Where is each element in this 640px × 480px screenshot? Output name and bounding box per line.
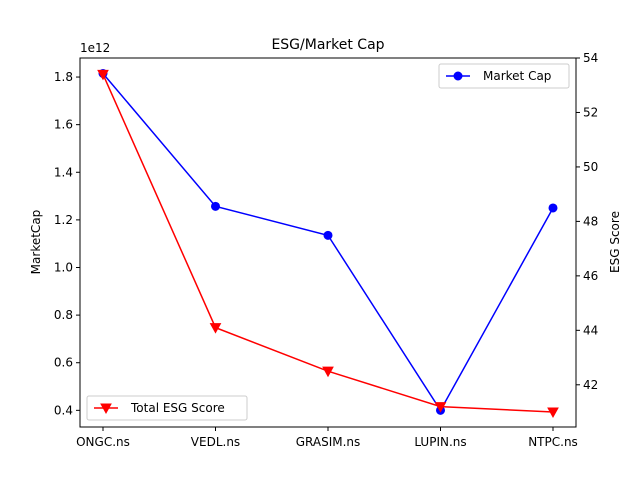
- esg-score-series: [97, 69, 559, 419]
- right-axis-label: ESG Score: [608, 211, 622, 273]
- left-axis-offset-text: 1e12: [80, 41, 110, 55]
- legend-label: Total ESG Score: [130, 401, 225, 415]
- market-cap-series: [98, 68, 558, 415]
- x-tick-label: ONGC.ns: [76, 435, 130, 449]
- right-tick-label: 52: [583, 105, 598, 119]
- series-line: [102, 72, 554, 412]
- x-tick-label: NTPC.ns: [528, 435, 578, 449]
- legends: Market Cap Total ESG Score: [86, 63, 570, 421]
- series-line: [102, 74, 554, 413]
- data-point: [323, 230, 333, 240]
- left-axis: 0.4 0.6 0.8 1.0 1.2 1.4 1.6 1.8: [54, 70, 80, 417]
- data-point: [547, 407, 559, 419]
- right-axis: 42 44 46 48 50 52 54: [576, 51, 598, 392]
- legend-marker: [100, 403, 112, 415]
- data-point: [322, 366, 334, 378]
- data-point: [548, 203, 558, 213]
- left-tick-label: 1.8: [54, 70, 73, 84]
- left-tick-label: 0.8: [54, 308, 73, 322]
- legend-box: [438, 63, 570, 89]
- legend-esg-score: Total ESG Score: [86, 395, 248, 421]
- left-tick-label: 1.6: [54, 118, 73, 132]
- right-tick-label: 46: [583, 269, 598, 283]
- right-tick-label: 50: [583, 160, 598, 174]
- left-tick-label: 0.6: [54, 356, 73, 370]
- left-tick-label: 0.4: [54, 403, 73, 417]
- data-point: [97, 69, 109, 81]
- legend-box: [86, 395, 248, 421]
- x-tick-label: GRASIM.ns: [296, 435, 361, 449]
- x-tick-label: VEDL.ns: [191, 435, 240, 449]
- right-tick-label: 42: [583, 378, 598, 392]
- left-tick-label: 1.0: [54, 260, 73, 274]
- right-tick-label: 54: [583, 51, 598, 65]
- plot-area: [97, 68, 559, 419]
- right-tick-label: 48: [583, 214, 598, 228]
- legend-marker: [453, 71, 463, 81]
- x-axis: ONGC.ns VEDL.ns GRASIM.ns LUPIN.ns NTPC.ns: [76, 427, 578, 449]
- left-tick-label: 1.4: [54, 165, 73, 179]
- legend-market-cap: Market Cap: [438, 63, 570, 89]
- data-point: [209, 323, 222, 334]
- data-point: [211, 201, 220, 211]
- left-axis-label: MarketCap: [29, 210, 43, 275]
- data-point: [434, 402, 447, 413]
- right-tick-label: 44: [583, 323, 598, 337]
- chart-title: ESG/Market Cap: [271, 37, 384, 53]
- x-tick-label: LUPIN.ns: [414, 435, 466, 449]
- legend-label: Market Cap: [483, 69, 551, 83]
- left-tick-label: 1.2: [54, 213, 73, 227]
